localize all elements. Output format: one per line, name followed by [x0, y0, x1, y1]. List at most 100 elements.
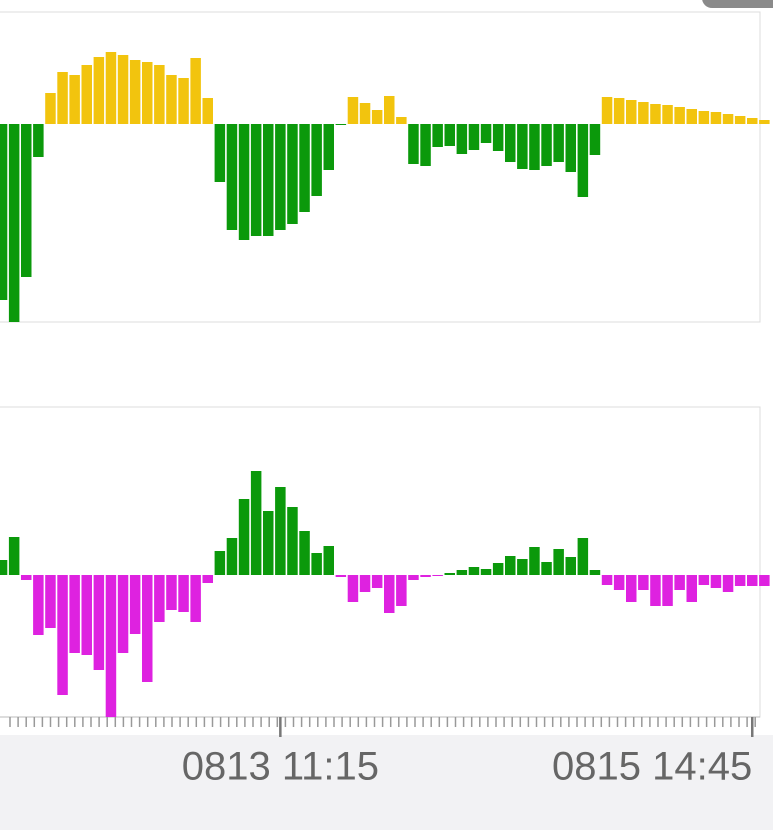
bar — [263, 511, 274, 575]
bar — [142, 62, 153, 124]
x-tick-label: 0815 14:45 — [552, 745, 752, 789]
bar — [8, 124, 20, 322]
bar — [371, 575, 383, 588]
bar — [601, 97, 613, 124]
bar — [0, 124, 8, 300]
bar — [468, 567, 480, 575]
bar — [432, 575, 443, 576]
bar — [759, 120, 770, 124]
bar — [613, 98, 625, 124]
bar — [408, 124, 419, 164]
bar — [565, 124, 576, 172]
bar — [250, 124, 262, 236]
bar — [129, 60, 141, 124]
bar — [480, 569, 492, 575]
bar — [0, 560, 8, 575]
bar — [81, 65, 92, 124]
bar — [492, 563, 504, 575]
bar — [166, 75, 177, 124]
bar — [662, 105, 673, 124]
bar — [613, 575, 625, 590]
bar — [105, 575, 117, 717]
bar — [589, 570, 601, 575]
bar — [734, 116, 746, 124]
bar — [662, 575, 673, 606]
bar — [226, 124, 238, 230]
bar — [142, 575, 153, 682]
bar — [722, 575, 734, 592]
bar — [154, 575, 165, 622]
bar — [638, 575, 649, 590]
bar — [384, 96, 395, 124]
bar — [553, 124, 564, 162]
bar — [8, 537, 20, 575]
bar — [263, 124, 274, 236]
bar — [57, 72, 68, 124]
bar — [444, 124, 455, 146]
bar — [456, 570, 468, 575]
bar — [517, 559, 528, 575]
bar — [69, 575, 80, 653]
bar — [650, 104, 661, 124]
bar — [166, 575, 177, 610]
bar — [178, 575, 189, 612]
x-tick-label: 0813 11:15 — [182, 745, 379, 789]
bar — [492, 124, 504, 151]
bar — [347, 97, 359, 124]
bar — [444, 573, 455, 575]
bar — [117, 575, 129, 653]
bar — [299, 124, 310, 212]
bar — [396, 117, 407, 124]
bar — [347, 575, 359, 602]
bar — [626, 100, 637, 124]
bar — [311, 124, 322, 196]
bar — [21, 124, 32, 277]
bar — [117, 55, 129, 124]
bar — [190, 575, 201, 622]
bar — [734, 575, 746, 586]
bar — [105, 52, 117, 124]
bar — [710, 575, 722, 588]
bar — [323, 546, 334, 575]
bar — [553, 549, 564, 575]
bar — [359, 575, 371, 592]
bar — [686, 575, 697, 602]
bar — [747, 118, 758, 124]
bar — [480, 124, 492, 143]
bar — [81, 575, 92, 655]
bar — [517, 124, 528, 169]
bar — [129, 575, 141, 634]
corner-handle — [702, 0, 773, 8]
bar — [311, 553, 322, 575]
bar — [505, 124, 516, 162]
bar — [529, 547, 540, 575]
bar — [214, 551, 226, 575]
bar — [371, 110, 383, 124]
bar — [202, 575, 213, 583]
bar — [432, 124, 443, 147]
bar — [565, 557, 576, 575]
bar — [335, 575, 347, 577]
bar — [541, 124, 552, 166]
bar — [408, 575, 419, 580]
bar — [57, 575, 68, 695]
bar — [747, 575, 758, 586]
bar — [33, 124, 44, 157]
bar — [359, 103, 371, 124]
axis-background — [0, 735, 773, 830]
bar — [335, 124, 347, 125]
bar — [420, 124, 431, 166]
bar — [45, 575, 56, 628]
bar — [759, 575, 770, 586]
bar — [686, 109, 697, 124]
bar — [33, 575, 44, 635]
bar — [505, 556, 516, 575]
bar — [541, 562, 552, 575]
bar — [287, 124, 298, 224]
panel-frame — [0, 406, 761, 718]
bar — [250, 471, 262, 575]
bar — [21, 575, 32, 580]
bar — [93, 57, 105, 124]
